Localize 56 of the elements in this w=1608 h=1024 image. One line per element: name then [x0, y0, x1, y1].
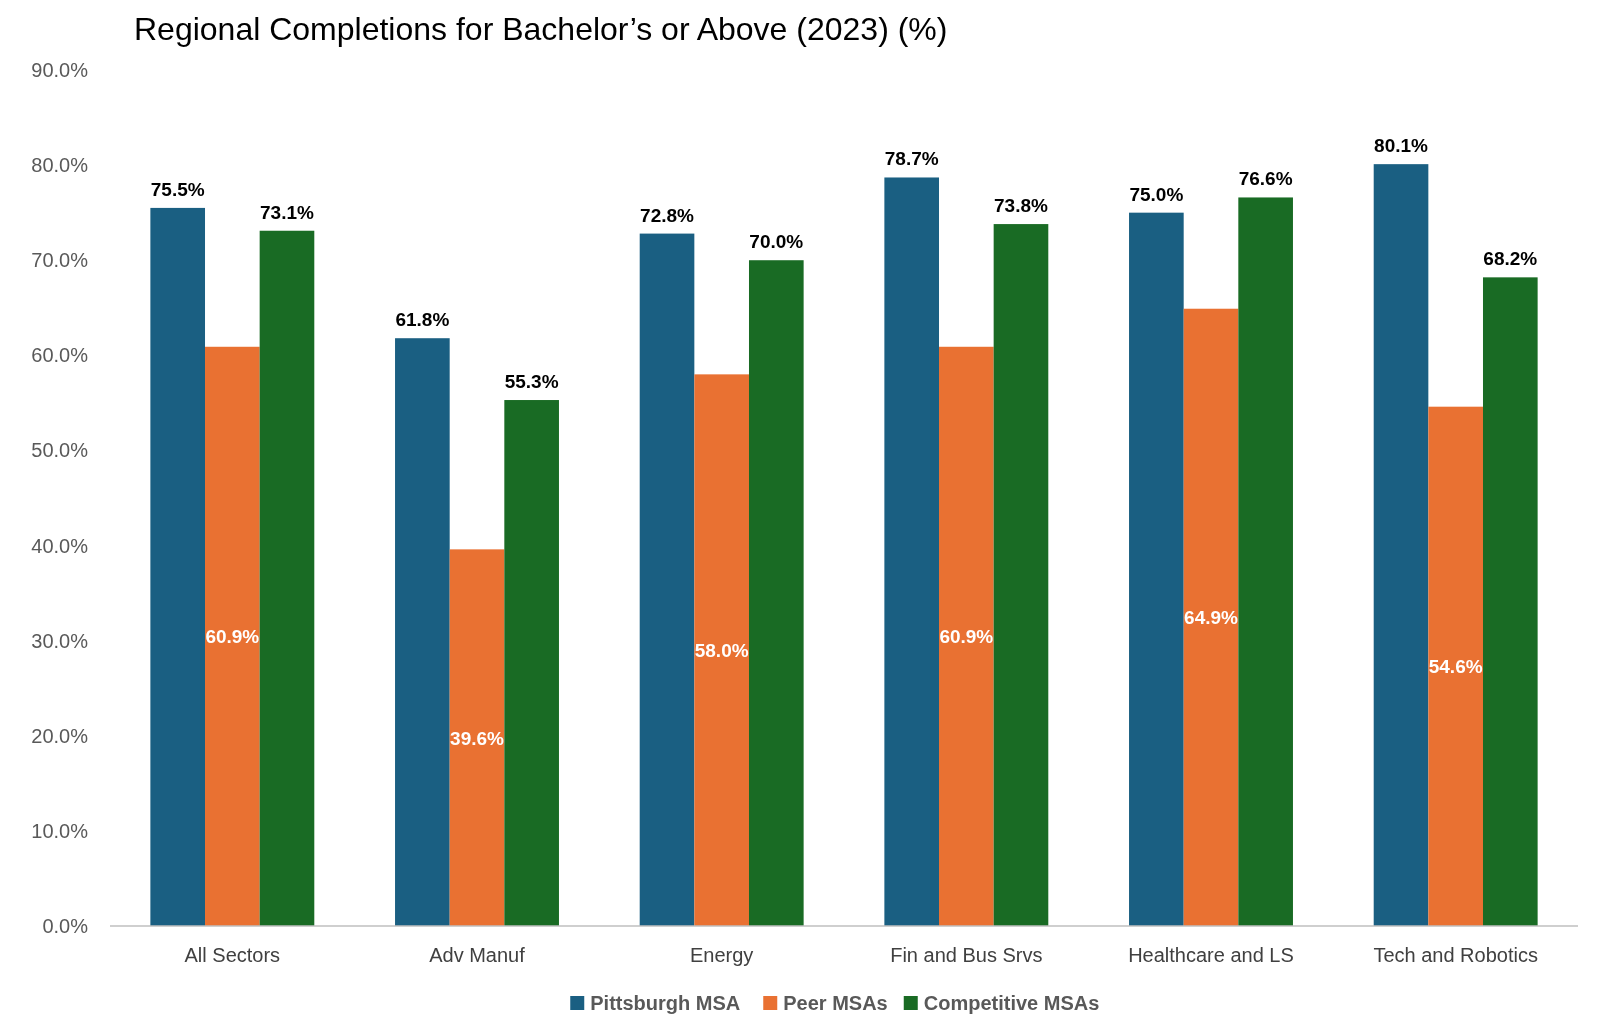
chart-title: Regional Completions for Bachelor’s or Above (2023) (%): [134, 11, 948, 47]
x-tick-label: Tech and Robotics: [1373, 944, 1538, 966]
bar: [259, 230, 315, 926]
bar: [694, 374, 749, 926]
data-label: 80.1%: [1374, 135, 1429, 157]
x-tick-label: Healthcare and LS: [1128, 944, 1294, 966]
data-label: 61.8%: [395, 309, 450, 331]
legend-label: Pittsburgh MSA: [590, 992, 741, 1014]
bar: [884, 177, 940, 926]
legend-label: Competitive MSAs: [923, 992, 1100, 1014]
bar: [150, 207, 206, 926]
bar: [395, 338, 450, 926]
data-label: 78.7%: [884, 148, 939, 170]
y-tick-label: 20.0%: [31, 724, 89, 747]
bar: [1482, 277, 1538, 926]
data-label: 68.2%: [1483, 248, 1538, 270]
bar: [1183, 308, 1239, 926]
bar: [1428, 406, 1483, 926]
bar: [1373, 164, 1429, 926]
x-tick-label: Adv Manuf: [429, 944, 526, 966]
y-tick-label: 0.0%: [42, 915, 89, 937]
bar: [939, 346, 994, 926]
y-tick-label: 40.0%: [31, 534, 89, 557]
bar: [449, 549, 505, 926]
y-tick-label: 10.0%: [31, 819, 89, 842]
data-label: 76.6%: [1238, 168, 1293, 190]
y-tick-label: 90.0%: [31, 59, 89, 81]
y-tick-label: 70.0%: [31, 249, 89, 272]
bar: [748, 260, 804, 926]
data-label: 75.5%: [150, 178, 205, 200]
x-tick-label: Fin and Bus Srvs: [890, 944, 1043, 966]
bar: [504, 400, 559, 926]
y-tick-label: 60.0%: [31, 344, 89, 367]
data-label: 55.3%: [504, 371, 559, 393]
data-label: 60.9%: [205, 626, 260, 648]
x-tick-label: All Sectors: [184, 944, 281, 966]
x-tick-label: Energy: [689, 944, 754, 966]
y-tick-label: 80.0%: [31, 154, 89, 177]
legend-label: Peer MSAs: [783, 992, 888, 1014]
data-label: 64.9%: [1184, 607, 1239, 629]
bar: [1238, 197, 1293, 926]
data-label: 73.1%: [260, 201, 315, 223]
data-label: 70.0%: [749, 231, 804, 253]
bar: [205, 346, 260, 926]
data-label: 60.9%: [939, 626, 994, 648]
data-label: 58.0%: [694, 640, 749, 662]
bar: [1129, 212, 1184, 926]
data-label: 75.0%: [1129, 183, 1184, 205]
bar: [639, 233, 695, 926]
data-label: 72.8%: [640, 204, 695, 226]
data-label: 39.6%: [450, 727, 505, 749]
y-tick-label: 50.0%: [31, 439, 89, 462]
bar: [993, 224, 1049, 926]
data-label: 54.6%: [1428, 656, 1483, 678]
y-tick-label: 30.0%: [31, 629, 89, 652]
data-label: 73.8%: [994, 195, 1049, 217]
